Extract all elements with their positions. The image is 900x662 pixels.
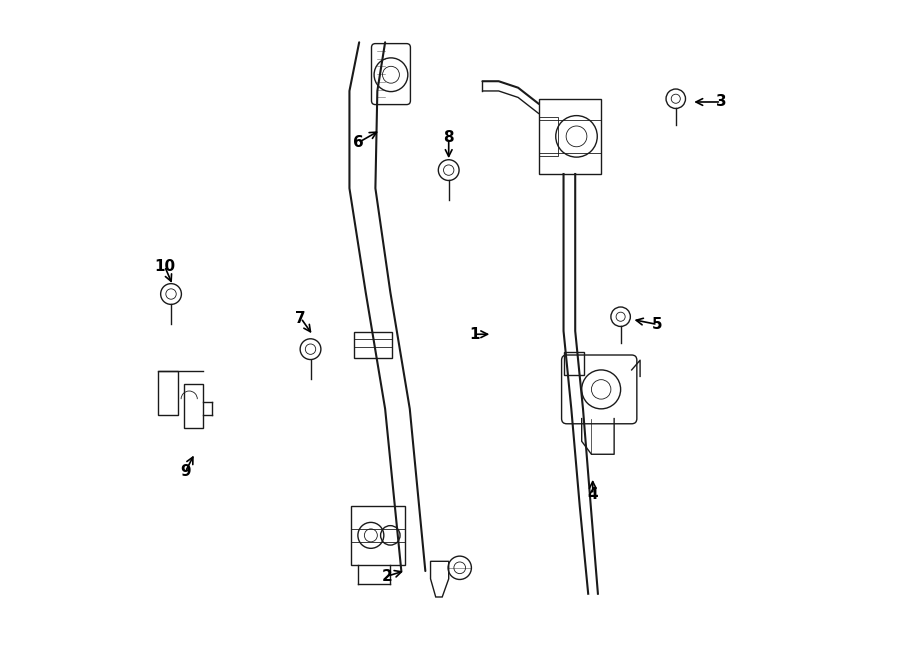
Bar xyxy=(539,99,600,174)
Bar xyxy=(354,332,392,358)
Bar xyxy=(351,506,405,565)
Bar xyxy=(158,371,177,415)
Text: 9: 9 xyxy=(180,464,191,479)
Text: 2: 2 xyxy=(382,569,392,584)
Text: 7: 7 xyxy=(295,310,306,326)
Text: 5: 5 xyxy=(652,317,663,332)
Text: 1: 1 xyxy=(470,327,480,342)
Bar xyxy=(539,117,558,156)
Text: 4: 4 xyxy=(588,487,598,502)
Bar xyxy=(184,384,203,428)
Text: 6: 6 xyxy=(353,135,364,150)
Text: 3: 3 xyxy=(716,95,726,109)
Text: 8: 8 xyxy=(444,130,454,145)
Bar xyxy=(563,352,584,375)
Text: 10: 10 xyxy=(154,259,176,273)
